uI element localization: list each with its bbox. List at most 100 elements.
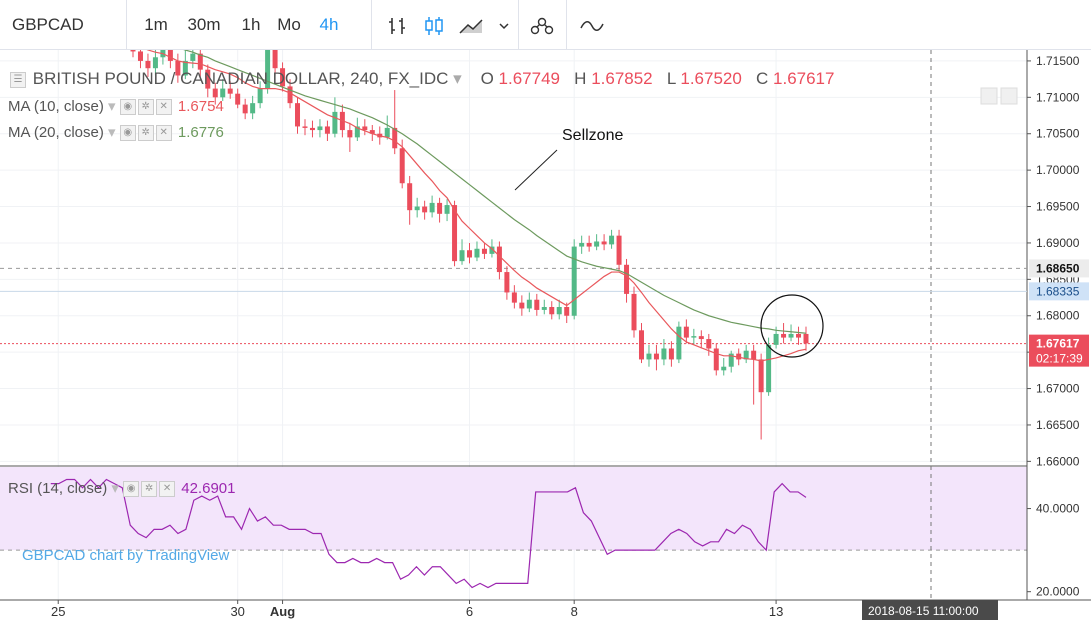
candle-body [332,111,338,134]
candle [631,286,637,338]
rsi-line [50,478,807,589]
interval-1m[interactable]: 1m [144,15,168,34]
candle [526,292,532,313]
candle-body [399,148,405,184]
candle-body [541,307,547,310]
candle [422,200,428,220]
candle [534,293,540,316]
candle-body [287,86,293,104]
candle [594,234,600,251]
ma20-value: 1.6776 [177,124,224,141]
candle-body [324,126,330,134]
candle [743,344,749,364]
candles-icon[interactable] [419,0,449,50]
interval-mo[interactable]: Mo [277,15,301,34]
candle [713,343,719,376]
chevron-down-icon[interactable]: ▾ [453,69,462,88]
high-value: 1.67852 [591,69,653,88]
rsi-axis: 40.0000 20.0000 [1027,502,1080,599]
candle-body [190,53,196,61]
candle-body [638,330,644,360]
candle [354,117,360,142]
candle [257,81,263,109]
chevron-down-icon[interactable] [493,0,515,50]
candle-body [197,53,203,70]
eye-icon[interactable]: ◉ [119,99,136,116]
interval-1h[interactable]: 1h [241,15,261,34]
chevron-down-icon[interactable]: ▾ [108,98,116,115]
gear-icon[interactable]: ✲ [141,481,158,498]
candle-body [594,241,600,247]
candle [751,344,757,405]
candle [504,266,510,300]
candle-body [354,126,360,138]
candle [571,239,577,320]
candle-body [788,333,794,338]
area-chart-icon[interactable] [455,0,489,50]
ma20-label: MA (20, close) [8,124,104,141]
symbol-search[interactable]: GBPCAD [12,15,84,34]
close-icon[interactable]: ✕ [155,99,172,116]
candle-body [556,307,562,315]
price-tick-label: 1.70500 [1036,127,1080,141]
indicators-icon[interactable] [524,0,560,50]
gear-icon[interactable]: ✲ [137,99,154,116]
candle-body [736,353,742,360]
candle [130,50,136,58]
eye-icon[interactable]: ◉ [119,125,136,142]
ma10-label: MA (10, close) [8,98,104,115]
candle-body [182,60,188,76]
candle-body [212,88,218,98]
candle-body [534,299,540,310]
candle-body [280,68,286,87]
time-tick-label: Aug [270,604,295,619]
chevron-down-icon[interactable]: ▾ [108,124,116,141]
time-tick-label: 30 [230,604,244,619]
toolbar-divider [126,0,127,50]
rsi-tick-label: 20.0000 [1036,585,1080,599]
candle-body [616,235,622,265]
price-tick-label: 1.69500 [1036,200,1080,214]
candle [766,337,772,396]
candle-body [564,307,570,316]
sellzone-arrow [514,149,558,191]
candle [167,50,173,69]
candle-body [624,264,630,294]
candle [803,326,809,351]
candle [362,119,368,136]
candle [668,341,674,367]
candle-body [242,104,248,114]
candle-body [167,50,173,61]
ma10-line [146,50,807,362]
candle [781,323,787,344]
watermark[interactable]: GBPCAD chart by TradingView [22,547,230,564]
chart-canvas[interactable]: Sellzone 1.71500 1.71000 1.70500 1.70000 1.6… [0,50,1091,625]
candle [661,339,667,366]
candle-body [721,366,727,371]
scroll-buttons[interactable] [980,87,1018,105]
candle-body [691,336,697,338]
legend-title: BRITISH POUND / CANADIAN DOLLAR, 240, FX… [32,69,449,88]
price-tag-level2-text: 1.68335 [1036,284,1080,298]
interval-4h[interactable]: 4h [319,15,339,34]
eye-icon[interactable]: ◉ [123,481,140,498]
candle-body [646,353,652,360]
candle [496,241,502,280]
close-icon[interactable]: ✕ [155,125,172,142]
gear-icon[interactable]: ✲ [137,125,154,142]
collapse-icon[interactable]: ☰ [10,71,26,88]
chevron-down-icon[interactable]: ▾ [111,480,119,497]
compare-icon[interactable] [574,0,610,50]
candle [519,295,525,316]
candle [242,98,248,120]
candle-body [302,126,308,128]
interval-30m[interactable]: 30m [187,15,221,34]
candle-body [653,353,659,360]
low-value: 1.67520 [680,69,742,88]
candle [265,50,271,94]
candle [698,330,704,349]
candle-body [781,333,787,338]
close-icon[interactable]: ✕ [159,481,176,498]
candle-body [526,299,532,309]
bar-chart-icon[interactable] [383,0,413,50]
